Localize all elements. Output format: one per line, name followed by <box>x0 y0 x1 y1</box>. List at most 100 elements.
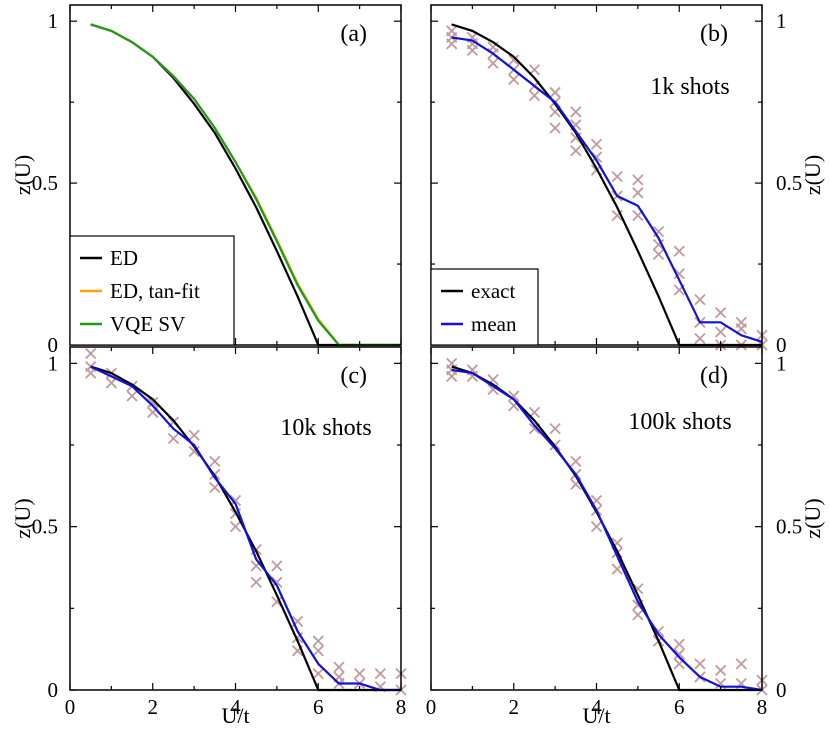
sample-point <box>570 455 582 467</box>
shots-annotation: 1k shots <box>650 74 729 100</box>
x-axis-title: U/t <box>582 703 610 728</box>
y-axis-title: z(U) <box>800 498 825 538</box>
legend: ED ED, tan-fit VQE SV <box>69 235 235 346</box>
sample-point <box>105 377 118 389</box>
legend-box <box>430 268 539 346</box>
y-tick-label: 0.5 <box>776 515 802 539</box>
sample-point <box>694 332 706 345</box>
y-axis-title: z(U) <box>10 498 35 538</box>
x-tick-label: 0 <box>65 695 76 719</box>
y-tick-label: 0 <box>776 678 787 702</box>
y-tick-label: 1 <box>48 351 59 375</box>
sample-point <box>694 294 706 306</box>
sample-point <box>528 90 541 102</box>
x-tick-label: 2 <box>148 695 159 719</box>
sample-point <box>353 668 366 680</box>
y-tick-label: 0.5 <box>32 515 58 539</box>
y-tick-label: 1 <box>48 9 59 33</box>
x-tick-label: 2 <box>509 695 520 719</box>
sample-point <box>673 268 685 280</box>
series-line-mean <box>451 368 763 692</box>
sample-point <box>271 576 283 588</box>
sample-point <box>466 44 479 56</box>
panel-b: 0 0.5 1 z(U) (b) 1k shots exact mean <box>430 4 825 357</box>
y-tick-label: 0 <box>48 333 59 357</box>
sample-point <box>652 238 665 251</box>
sample-point <box>312 645 324 657</box>
sample-point <box>714 326 727 338</box>
x-tick-label: 8 <box>396 695 407 719</box>
sample-point <box>85 367 97 379</box>
sample-point <box>632 187 644 199</box>
sample-point <box>250 576 262 588</box>
sample-point <box>632 609 644 621</box>
series-line-mean <box>90 365 401 692</box>
panel-a: 0 0.5 1 z(U) (a) ED ED, tan-fit VQE SV <box>10 4 402 357</box>
sample-point <box>85 347 97 360</box>
sample-point <box>487 57 499 69</box>
y-tick-label: 1 <box>776 351 787 375</box>
x-tick-label: 4 <box>591 695 602 719</box>
x-tick-label: 4 <box>230 695 241 719</box>
sample-point <box>673 648 685 660</box>
sample-point <box>209 481 221 494</box>
sample-point <box>549 423 561 435</box>
sample-point <box>673 245 685 257</box>
sample-point <box>374 668 386 680</box>
panel-label: (a) <box>340 21 367 47</box>
sample-point <box>312 635 324 647</box>
sample-point <box>632 174 644 186</box>
sample-point <box>229 521 242 533</box>
x-tick-label: 0 <box>426 695 437 719</box>
panel-c: 0 2 4 6 8 0 0.5 1 z(U) U/t (c) 10k shots <box>10 346 407 728</box>
x-tick-label: 6 <box>674 695 685 719</box>
x-tick-label: 6 <box>313 695 324 719</box>
sample-point <box>652 226 665 238</box>
sample-point <box>312 668 324 680</box>
sample-point <box>611 170 623 183</box>
sample-point <box>549 86 561 99</box>
x-tick-label: 8 <box>757 695 768 719</box>
shots-annotation: 100k shots <box>628 409 731 435</box>
y-tick-label: 0.5 <box>32 171 58 195</box>
sample-point <box>714 306 727 319</box>
legend-label-vqe-sv: VQE SV <box>110 312 185 336</box>
sample-point <box>446 38 458 50</box>
panel-label: (d) <box>700 363 728 389</box>
legend-label-mean: mean <box>471 312 517 336</box>
sample-point <box>735 658 747 670</box>
shots-annotation: 10k shots <box>280 415 371 441</box>
sample-point <box>333 661 345 673</box>
legend: exact mean <box>430 268 539 346</box>
sample-point <box>229 494 242 507</box>
sample-point <box>167 432 180 445</box>
plot-frame <box>69 346 402 691</box>
sample-point <box>714 664 727 677</box>
panel-label: (c) <box>340 363 367 389</box>
sample-point <box>147 396 159 409</box>
y-tick-label: 1 <box>776 9 787 33</box>
sample-point <box>508 390 520 402</box>
y-tick-label: 0.5 <box>776 171 802 195</box>
sample-point <box>508 54 520 66</box>
panel-d: 0 2 4 6 800.51z(U)U/t(d)100k shots <box>426 346 825 728</box>
sample-point <box>188 429 200 441</box>
y-tick-label: 0 <box>776 333 787 357</box>
x-axis-title: U/t <box>221 703 249 728</box>
sample-point <box>570 106 582 118</box>
legend-label-exact: exact <box>471 279 515 303</box>
sample-point <box>188 445 200 458</box>
sample-point <box>590 138 603 150</box>
sample-point <box>694 658 706 670</box>
sample-point <box>673 638 685 650</box>
legend-label-ed: ED <box>110 246 138 270</box>
y-axis-title: z(U) <box>10 155 35 195</box>
y-tick-label: 0 <box>48 678 59 702</box>
y-axis-title: z(U) <box>800 155 825 195</box>
sample-point <box>209 455 221 467</box>
sample-point <box>126 390 138 402</box>
sample-point <box>570 145 582 157</box>
sample-point <box>590 521 603 533</box>
sample-point <box>549 122 561 134</box>
